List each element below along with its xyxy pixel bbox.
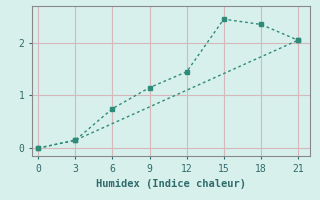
X-axis label: Humidex (Indice chaleur): Humidex (Indice chaleur) [96,179,246,189]
